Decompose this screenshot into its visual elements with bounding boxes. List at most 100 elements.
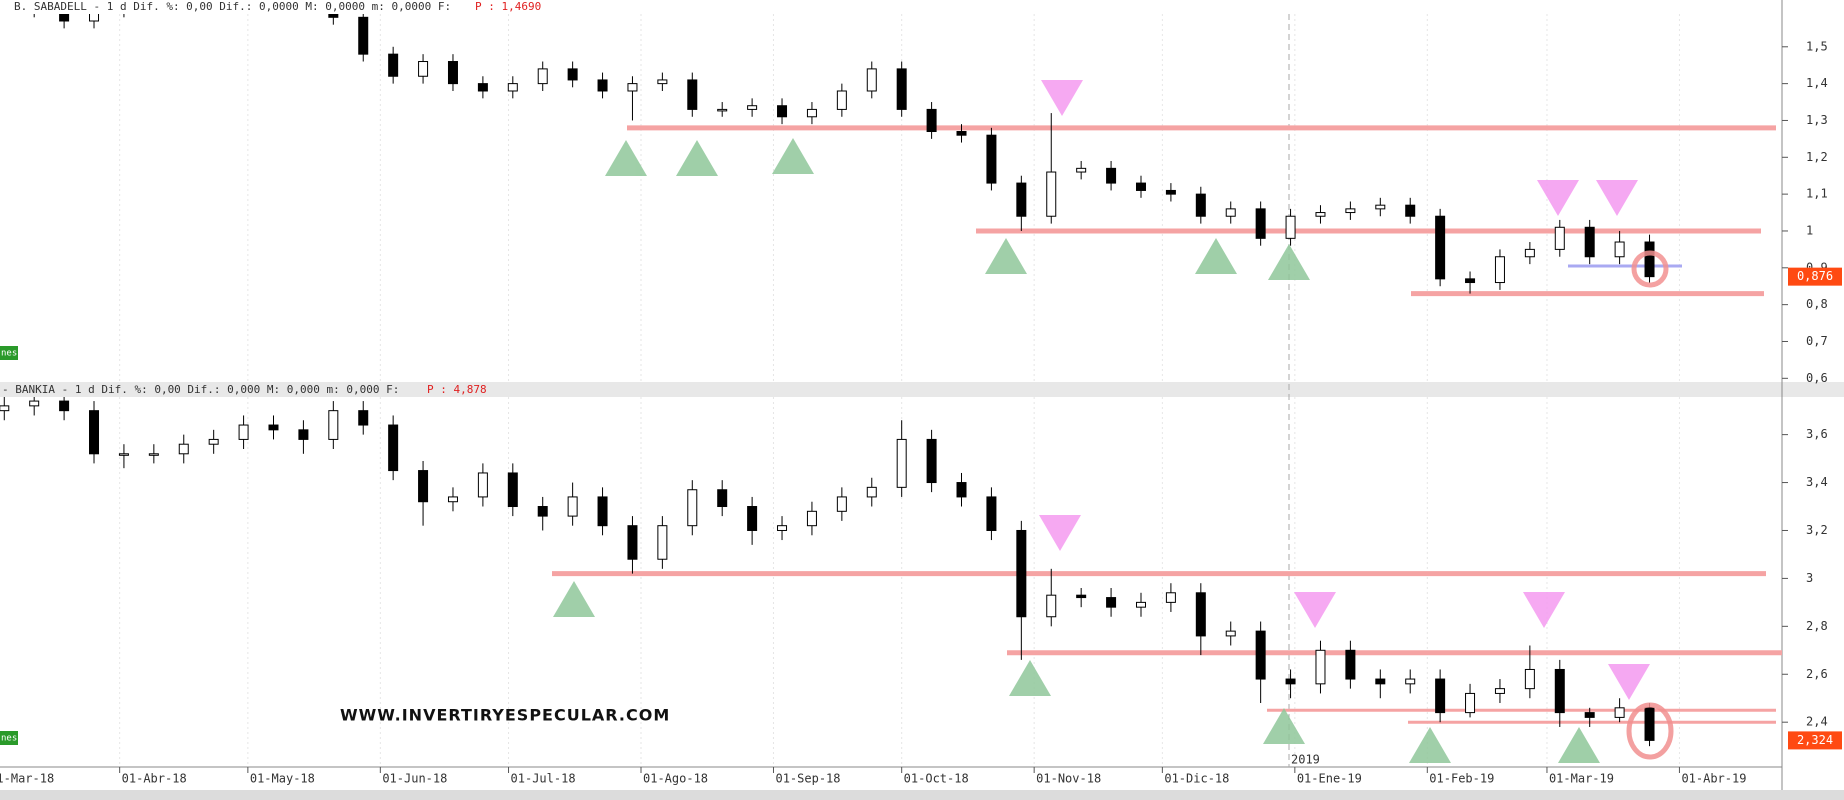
highlight-circle [1631, 250, 1669, 288]
candle-body [59, 14, 70, 22]
y-tick-label: 3,4 [1806, 475, 1828, 489]
sell-triangle [1294, 592, 1336, 628]
candle-body [1465, 692, 1476, 714]
candle-body [208, 438, 219, 445]
axis-layer: 1,51,41,31,21,110,90,80,70,60,8763,63,43… [0, 39, 1842, 786]
candle-body [537, 506, 548, 517]
candle-body [1315, 649, 1326, 685]
candles-layer [0, 14, 1655, 747]
panel-header: - BANKIA - 1 d Dif. %: 0,00 Dif.: 0,000 … [2, 383, 399, 396]
candle-body [1016, 529, 1027, 618]
x-tick-label: 01-Jul-18 [511, 772, 576, 786]
panel-header-price: P : 1,4690 [475, 0, 541, 13]
candle-body [1405, 678, 1416, 685]
candle-body [418, 61, 429, 77]
y-tick-label: 1 [1806, 223, 1813, 237]
candle-body [926, 438, 937, 484]
candle-body [507, 83, 518, 92]
candle-body [1375, 678, 1386, 685]
levels-layer [552, 125, 1782, 724]
buy-triangle [676, 140, 718, 176]
candle-body [89, 410, 100, 455]
candle-body [1644, 707, 1655, 741]
candle-body [1225, 208, 1236, 217]
candle-body [806, 108, 817, 118]
candle-body [328, 410, 339, 440]
y-tick-label: 1,1 [1806, 187, 1828, 201]
x-tick-label: 01-Ago-18 [643, 772, 708, 786]
candle-body [1195, 592, 1206, 637]
candle-body [118, 453, 129, 456]
candle-body [1285, 215, 1296, 239]
buy-triangle [772, 138, 814, 174]
candle-body [866, 486, 877, 498]
buy-triangle [605, 140, 647, 176]
candle-body [836, 496, 847, 512]
grid-layer [119, 14, 1680, 767]
panel-header-price: P : 4,878 [427, 383, 487, 396]
y-tick-label: 3 [1806, 571, 1813, 585]
panel-clip [33, 14, 1655, 294]
x-tick-label: 01-Feb-19 [1429, 772, 1494, 786]
candle-body [597, 496, 608, 527]
candle-body [956, 131, 967, 136]
candle-body [1195, 193, 1206, 217]
candle-body [1435, 678, 1446, 714]
candle-body [687, 79, 698, 110]
candle-body [0, 405, 10, 412]
candle-body [328, 14, 339, 18]
candle-body [1345, 208, 1356, 214]
candle-body [956, 482, 967, 498]
x-tick-label: 01-May-18 [250, 772, 315, 786]
candle-body [567, 68, 578, 81]
sell-triangle [1596, 180, 1638, 216]
x-tick-label: 01-Abr-18 [122, 772, 187, 786]
candle-body [567, 496, 578, 517]
candle-body [1135, 182, 1146, 191]
panel-header: B. SABADELL - 1 d Dif. %: 0,00 Dif.: 0,0… [14, 0, 451, 13]
candle-body [1016, 182, 1027, 217]
y-tick-label: 1,3 [1806, 113, 1828, 127]
side-label-box [0, 731, 18, 745]
candle-body [1435, 215, 1446, 280]
candle-body [89, 14, 100, 22]
side-label: nes [1, 349, 17, 359]
candle-body [747, 105, 758, 110]
watermark: WWW.INVERTIRYESPECULAR.COM [340, 706, 670, 725]
candle-body [447, 496, 458, 503]
x-tick-label: 01-Oct-18 [904, 772, 969, 786]
candle-body [1494, 256, 1505, 284]
candle-body [1135, 601, 1146, 608]
candle-body [507, 472, 518, 508]
sell-triangle [1537, 180, 1579, 216]
y-tick-label: 2,6 [1806, 667, 1828, 681]
candle-body [1165, 189, 1176, 195]
candle-body [1405, 204, 1416, 217]
y-tick-label: 2,8 [1806, 619, 1828, 633]
buy-triangle [1195, 238, 1237, 274]
candle-body [1285, 678, 1296, 685]
y-tick-label: 1,2 [1806, 150, 1828, 164]
candle-body [29, 400, 40, 407]
last-price-label: 2,324 [1797, 733, 1833, 747]
candle-body [747, 506, 758, 531]
candle-body [477, 83, 488, 92]
candle-body [1524, 248, 1535, 258]
x-tick-label: 01-Abr-19 [1681, 772, 1746, 786]
candle-body [836, 90, 847, 110]
candle-body [1375, 204, 1386, 210]
candle-body [1165, 592, 1176, 603]
candle-body [657, 79, 668, 85]
candle-body [358, 16, 369, 55]
candle-body [627, 525, 638, 560]
candle-body [896, 438, 907, 488]
candle-body [1584, 226, 1595, 258]
x-tick-label: 01-Dic-18 [1164, 772, 1229, 786]
candle-body [1345, 649, 1356, 680]
candle-body [537, 68, 548, 85]
candle-body [59, 400, 70, 412]
candle-body [268, 424, 279, 431]
x-tick-label: 01-Sep-18 [775, 772, 840, 786]
